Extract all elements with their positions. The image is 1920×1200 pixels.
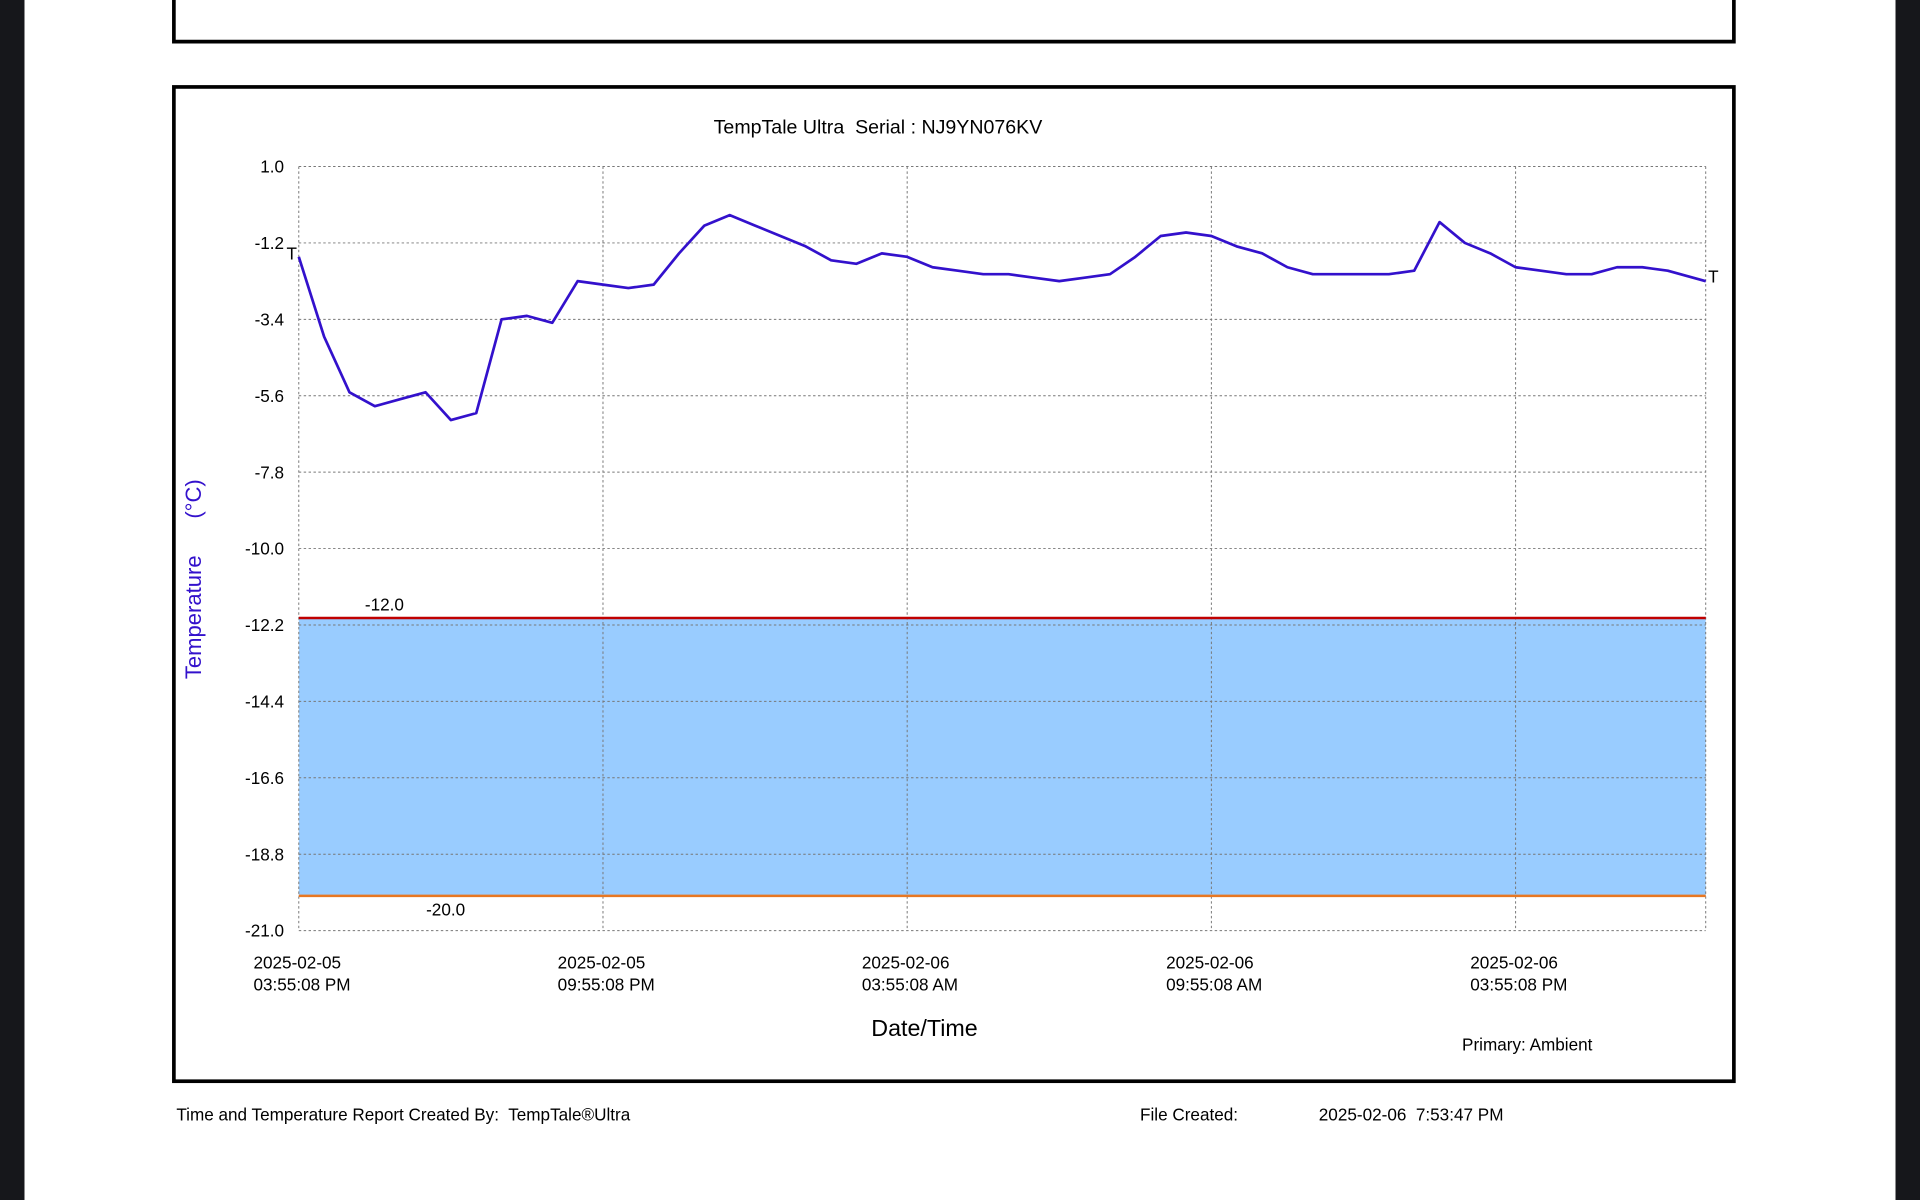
line-end-label: T [1708,266,1719,286]
x-tick-label-line: 2025-02-06 [1470,953,1558,973]
x-tick-label-line: 2025-02-06 [1166,953,1254,973]
chart-frame [172,85,1736,1084]
x-tick-label: 2025-02-05 09:55:08 PM [558,953,655,995]
temperature-line [297,213,1707,422]
acceptable-band [298,618,1706,896]
y-tick-label: 1.0 [260,157,284,177]
x-tick-label-line: 2025-02-05 [558,953,646,973]
y-tick-label: -21.0 [245,921,284,941]
x-axis-label: Date/Time [871,1015,977,1041]
x-tick-label: 2025-02-06 03:55:08 AM [862,953,958,995]
y-tick-label: -5.6 [255,386,285,406]
x-tick-label-line: 03:55:08 AM [862,975,958,995]
side-bar [1895,0,1920,1200]
chart-title: TempTale Ultra Serial : NJ9YN076KV [714,116,1043,138]
y-tick-label: -16.6 [245,768,284,788]
previous-box [172,0,1736,44]
y-tick-label: -7.8 [255,462,285,482]
x-tick-label-line: 2025-02-05 [253,953,341,973]
y-axis-label: Temperature (°C) [181,479,206,679]
y-tick-label: -1.2 [255,233,285,253]
y-tick-label: -14.4 [245,692,285,712]
x-tick-label: 2025-02-06 03:55:08 PM [1470,953,1567,995]
threshold-label: -20.0 [426,899,465,919]
y-tick-label: -12.2 [245,615,284,635]
side-bar [0,0,25,1200]
x-tick-label-line: 03:55:08 PM [253,975,350,995]
y-tick-label: -18.8 [245,844,284,864]
line-start-label: T [287,243,298,263]
x-tick-label-line: 09:55:08 AM [1166,975,1262,995]
legend-note: Primary: Ambient [1462,1035,1593,1055]
y-tick-label: -10.0 [245,539,284,559]
x-tick-label: 2025-02-05 03:55:08 PM [253,953,350,995]
footer-created-by: Time and Temperature Report Created By: … [176,1104,630,1124]
x-tick-label-line: 03:55:08 PM [1470,975,1567,995]
footer-file-created: 2025-02-06 7:53:47 PM [1319,1104,1504,1124]
threshold-label: -12.0 [365,595,404,615]
x-tick-label-line: 09:55:08 PM [558,975,655,995]
x-tick-label: 2025-02-06 09:55:08 AM [1166,953,1262,995]
y-tick-label: -3.4 [255,309,285,329]
x-tick-label-line: 2025-02-06 [862,953,950,973]
footer-file-label: File Created: [1140,1104,1238,1124]
